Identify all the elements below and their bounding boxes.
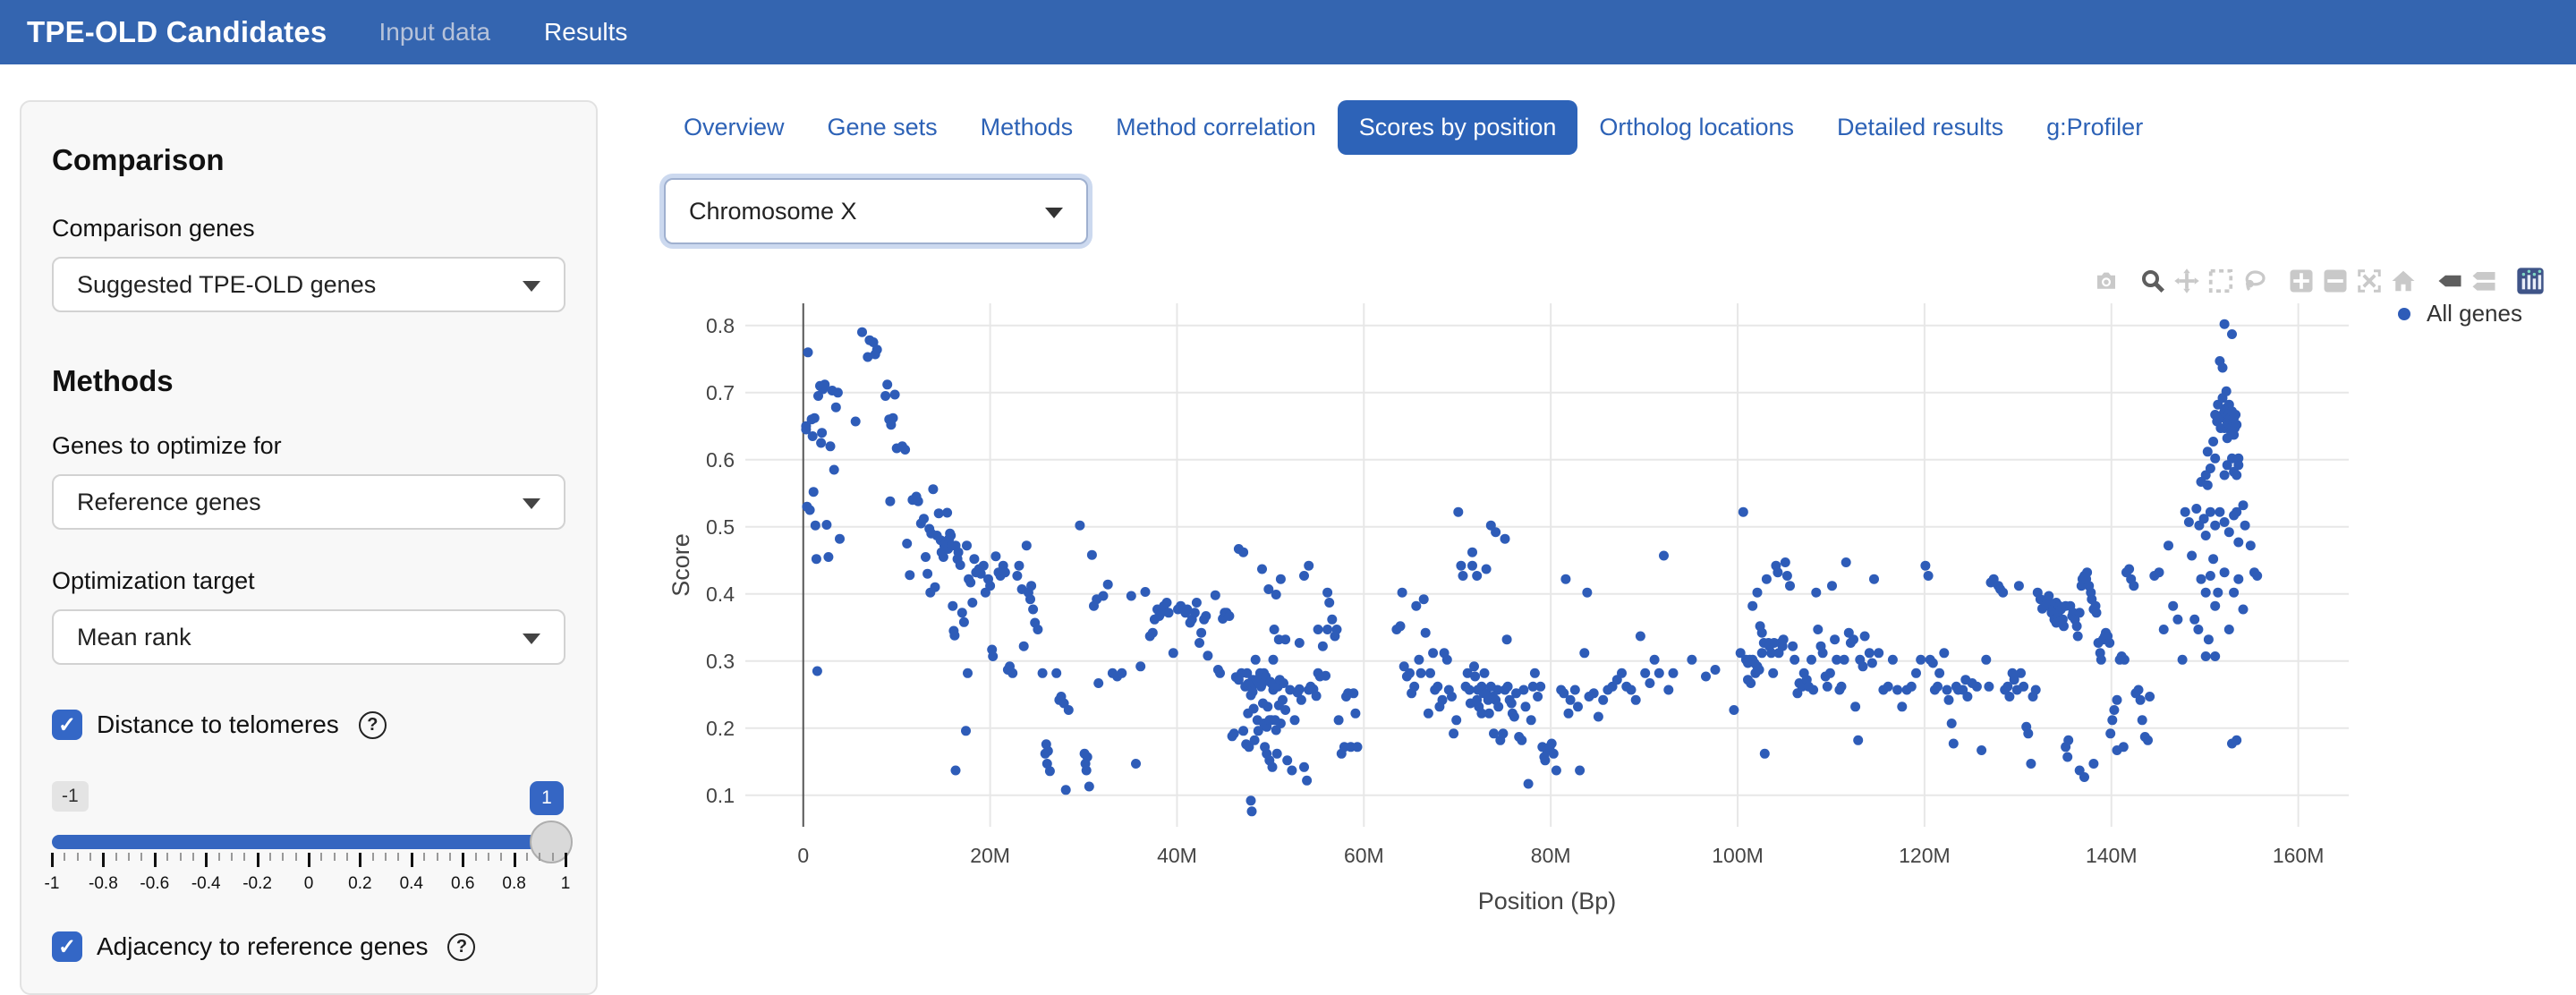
chromosome-select[interactable]: Chromosome X	[664, 178, 1088, 244]
svg-text:120M: 120M	[1899, 844, 1951, 867]
tab-detailed-results[interactable]: Detailed results	[1837, 114, 2004, 140]
comparison-genes-label: Comparison genes	[52, 215, 255, 242]
zoom-icon[interactable]	[2136, 266, 2170, 296]
slider-handle[interactable]	[530, 821, 573, 863]
telomere-weight-slider: -1 1 -1 -0.8 -0.6 -0.4 -0.2 0 0.2 0.4 0.6 0.8 1	[44, 781, 573, 915]
svg-text:0.7: 0.7	[706, 381, 735, 404]
optimization-target-label: Optimization target	[52, 567, 255, 594]
optimization-target-value: Mean rank	[77, 623, 191, 651]
scatter-plot-canvas[interactable]: 0.1 0.2 0.3 0.4 0.5 0.6 0.7 0.8 0 20M 40M 60M 80M 100…	[662, 259, 2576, 934]
chevron-down-icon	[523, 281, 540, 292]
plotly-logo-icon[interactable]	[2513, 266, 2547, 296]
tab-overview[interactable]: Overview	[684, 114, 785, 140]
zoom-out-icon[interactable]	[2318, 266, 2352, 296]
legend-item-all-genes[interactable]: All genes	[2398, 300, 2522, 327]
legend-label: All genes	[2427, 300, 2522, 327]
svg-text:0: 0	[797, 844, 809, 867]
question-mark-circle-icon[interactable]: ?	[447, 932, 476, 961]
svg-text:20M: 20M	[970, 844, 1010, 867]
comparison-genes-select[interactable]: Suggested TPE-OLD genes	[52, 257, 565, 312]
slider-track[interactable]	[52, 821, 573, 863]
pan-icon[interactable]	[2170, 266, 2204, 296]
app-title: TPE-OLD Candidates	[27, 15, 327, 48]
top-navbar: TPE-OLD Candidates Input data Results	[0, 0, 2576, 64]
main-content: Overview Gene sets Methods Method correl…	[662, 100, 2576, 934]
scores-by-position-chart: 0.1 0.2 0.3 0.4 0.5 0.6 0.7 0.8 0 20M 40M 60M 80M 100…	[662, 259, 2576, 934]
slider-tick-labels: -1 -0.8 -0.6 -0.4 -0.2 0 0.2 0.4 0.6 0.8 1	[44, 874, 571, 893]
optimize-for-value: Reference genes	[77, 488, 261, 515]
chromosome-select-value: Chromosome X	[689, 197, 857, 225]
svg-text:Position (Bp): Position (Bp)	[1478, 888, 1617, 914]
distance-telomeres-checkbox[interactable]: ✓	[52, 710, 82, 740]
comparison-section-title: Comparison	[52, 143, 225, 176]
adjacency-label: Adjacency to reference genes	[97, 932, 429, 960]
svg-text:140M: 140M	[2086, 844, 2138, 867]
autoscale-icon[interactable]	[2352, 266, 2386, 296]
svg-text:80M: 80M	[1531, 844, 1571, 867]
camera-icon[interactable]	[2089, 266, 2123, 296]
svg-text:60M: 60M	[1344, 844, 1384, 867]
adjacency-row: ✓ Adjacency to reference genes ?	[52, 931, 565, 962]
chevron-down-icon	[1045, 208, 1063, 218]
svg-text:100M: 100M	[1712, 844, 1764, 867]
tab-methods[interactable]: Methods	[980, 114, 1074, 140]
nav-links: Input data Results	[378, 18, 627, 47]
svg-text:160M: 160M	[2273, 844, 2325, 867]
optimization-target-select[interactable]: Mean rank	[52, 609, 565, 665]
comparison-genes-value: Suggested TPE-OLD genes	[77, 270, 377, 298]
tab-ortholog-locations[interactable]: Ortholog locations	[1599, 114, 1795, 140]
svg-text:0.8: 0.8	[706, 314, 735, 337]
settings-sidebar: Comparison Comparison genes Suggested TP…	[20, 100, 598, 995]
results-tabs: Overview Gene sets Methods Method correl…	[662, 100, 2576, 155]
reset-axes-home-icon[interactable]	[2386, 266, 2420, 296]
slider-value-badge: 1	[530, 781, 564, 815]
lasso-select-icon[interactable]	[2238, 266, 2272, 296]
tab-scores-by-position[interactable]: Scores by position	[1337, 100, 1578, 155]
methods-section-title: Methods	[52, 364, 174, 397]
svg-text:0.1: 0.1	[706, 784, 735, 807]
svg-text:40M: 40M	[1157, 844, 1197, 867]
box-select-icon[interactable]	[2204, 266, 2238, 296]
optimize-for-label: Genes to optimize for	[52, 432, 282, 459]
chevron-down-icon	[523, 498, 540, 509]
svg-text:0.3: 0.3	[706, 650, 735, 673]
hover-compare-icon[interactable]	[2467, 266, 2501, 296]
tab-gprofiler[interactable]: g:Profiler	[2046, 114, 2144, 140]
question-mark-circle-icon[interactable]: ?	[358, 710, 387, 739]
distance-telomeres-row: ✓ Distance to telomeres ?	[52, 710, 565, 740]
zoom-in-icon[interactable]	[2284, 266, 2318, 296]
adjacency-checkbox[interactable]: ✓	[52, 931, 82, 962]
legend-marker-icon	[2398, 307, 2410, 320]
plotly-modebar	[2089, 266, 2547, 296]
svg-text:Score: Score	[667, 533, 694, 597]
svg-text:0.5: 0.5	[706, 515, 735, 539]
svg-text:0.4: 0.4	[706, 583, 735, 606]
svg-text:0.2: 0.2	[706, 717, 735, 740]
slider-min-badge: -1	[52, 781, 89, 812]
svg-text:0.6: 0.6	[706, 448, 735, 472]
nav-link-input-data[interactable]: Input data	[378, 18, 491, 46]
tab-gene-sets[interactable]: Gene sets	[827, 114, 938, 140]
distance-telomeres-label: Distance to telomeres	[97, 710, 339, 738]
chevron-down-icon	[523, 634, 540, 644]
tab-method-correlation[interactable]: Method correlation	[1116, 114, 1316, 140]
hover-closest-icon[interactable]	[2433, 266, 2467, 296]
slider-ticks	[51, 853, 567, 871]
optimize-for-select[interactable]: Reference genes	[52, 474, 565, 530]
nav-link-results[interactable]: Results	[544, 18, 628, 46]
